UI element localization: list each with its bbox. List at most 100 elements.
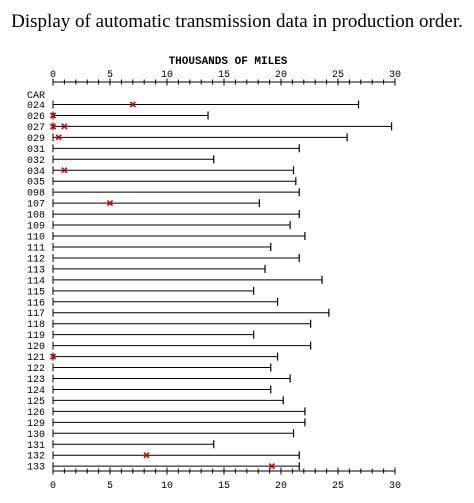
car-label: 121 — [27, 353, 45, 364]
car-row-118: 118 — [27, 319, 312, 331]
car-row-115: 115 — [27, 286, 255, 298]
bottom-tick-label: 20 — [275, 481, 287, 492]
car-row-131: 131 — [27, 440, 215, 452]
car-label: 113 — [27, 265, 45, 276]
top-tick-label: 10 — [161, 70, 173, 81]
car-label: 111 — [27, 243, 45, 254]
car-row-125: 125 — [27, 396, 284, 408]
car-label: 032 — [27, 156, 45, 167]
car-label: 133 — [27, 463, 45, 474]
car-row-035: 035 — [27, 177, 297, 189]
bottom-tick-label: 15 — [218, 481, 230, 492]
car-row-109: 109 — [27, 221, 291, 233]
car-row-024: 024 — [27, 100, 360, 112]
car-row-029: 029 — [27, 133, 348, 145]
car-label: 110 — [27, 233, 45, 244]
car-row-121: 121 — [27, 352, 279, 364]
car-row-129: 129 — [27, 418, 306, 430]
bottom-tick-label: 5 — [107, 481, 113, 492]
car-row-117: 117 — [27, 308, 330, 320]
failure-marker — [49, 112, 57, 119]
car-label: 118 — [27, 320, 45, 331]
failure-marker — [49, 123, 57, 130]
top-tick-labels: 0 5 10 15 20 25 30 — [50, 70, 401, 81]
failure-marker — [61, 167, 68, 174]
car-rows: 0240260270290310320340350981071081091101… — [27, 100, 393, 474]
failure-marker — [268, 463, 276, 470]
car-label: 109 — [27, 222, 45, 233]
car-row-120: 120 — [27, 341, 312, 353]
car-label: 131 — [27, 441, 45, 452]
car-label: 129 — [27, 419, 45, 430]
car-row-116: 116 — [27, 297, 279, 309]
car-label: 122 — [27, 364, 45, 375]
car-row-114: 114 — [27, 275, 323, 287]
car-label: 029 — [27, 134, 45, 145]
car-label: 024 — [27, 101, 45, 112]
top-tick-label: 25 — [332, 70, 344, 81]
car-label: 120 — [27, 342, 45, 353]
car-label: 132 — [27, 452, 45, 463]
car-row-110: 110 — [27, 232, 306, 244]
bottom-axis — [52, 467, 396, 475]
car-label: 112 — [27, 254, 45, 265]
car-label: 026 — [27, 112, 45, 123]
car-label: 034 — [27, 167, 45, 178]
failure-marker — [143, 452, 150, 459]
bottom-tick-labels: 0 5 10 15 20 25 30 — [50, 481, 401, 492]
car-row-124: 124 — [27, 385, 272, 397]
car-label: 115 — [27, 287, 45, 298]
x-axis-title: THOUSANDS OF MILES — [169, 56, 288, 68]
top-tick-label: 20 — [275, 70, 287, 81]
car-row-027: 027 — [27, 122, 393, 134]
car-row-122: 122 — [27, 363, 272, 375]
car-row-034: 034 — [27, 166, 295, 178]
failure-marker — [106, 199, 114, 207]
car-row-111: 111 — [27, 242, 272, 254]
car-row-133: 133 — [27, 462, 300, 474]
car-row-031: 031 — [27, 144, 300, 156]
top-axis — [52, 78, 396, 86]
car-column-header: CAR — [27, 91, 45, 102]
car-label: 031 — [27, 145, 45, 156]
car-row-112: 112 — [27, 253, 300, 265]
bottom-tick-label: 10 — [161, 481, 173, 492]
top-tick-label: 30 — [389, 70, 401, 81]
failure-marker — [61, 123, 68, 130]
failure-marker — [129, 101, 136, 108]
car-label: 114 — [27, 276, 45, 287]
failure-marker — [49, 353, 57, 360]
car-label: 116 — [27, 298, 45, 309]
top-tick-label: 15 — [218, 70, 230, 81]
car-row-130: 130 — [27, 429, 295, 441]
car-row-132: 132 — [27, 451, 300, 463]
car-label: 027 — [27, 123, 45, 134]
bottom-tick-label: 30 — [389, 481, 401, 492]
car-row-026: 026 — [27, 111, 209, 123]
car-label: 125 — [27, 397, 45, 408]
car-label: 124 — [27, 386, 45, 397]
car-row-032: 032 — [27, 155, 215, 167]
car-label: 117 — [27, 309, 45, 320]
bottom-tick-label: 0 — [50, 481, 56, 492]
car-label: 098 — [27, 189, 45, 200]
car-row-119: 119 — [27, 330, 255, 342]
failure-marker — [55, 134, 62, 141]
top-tick-label: 5 — [107, 70, 113, 81]
car-label: 035 — [27, 178, 45, 189]
car-row-126: 126 — [27, 407, 306, 419]
car-label: 126 — [27, 408, 45, 419]
car-row-108: 108 — [27, 210, 300, 222]
car-label: 107 — [27, 200, 45, 211]
car-row-107: 107 — [27, 199, 260, 211]
car-label: 119 — [27, 331, 45, 342]
car-label: 130 — [27, 430, 45, 441]
car-label: 123 — [27, 375, 45, 386]
car-row-113: 113 — [27, 264, 266, 276]
car-row-098: 098 — [27, 188, 300, 200]
page-title: Display of automatic transmission data i… — [11, 11, 463, 32]
car-label: 108 — [27, 211, 45, 222]
top-tick-label: 0 — [50, 70, 56, 81]
car-row-123: 123 — [27, 374, 291, 386]
